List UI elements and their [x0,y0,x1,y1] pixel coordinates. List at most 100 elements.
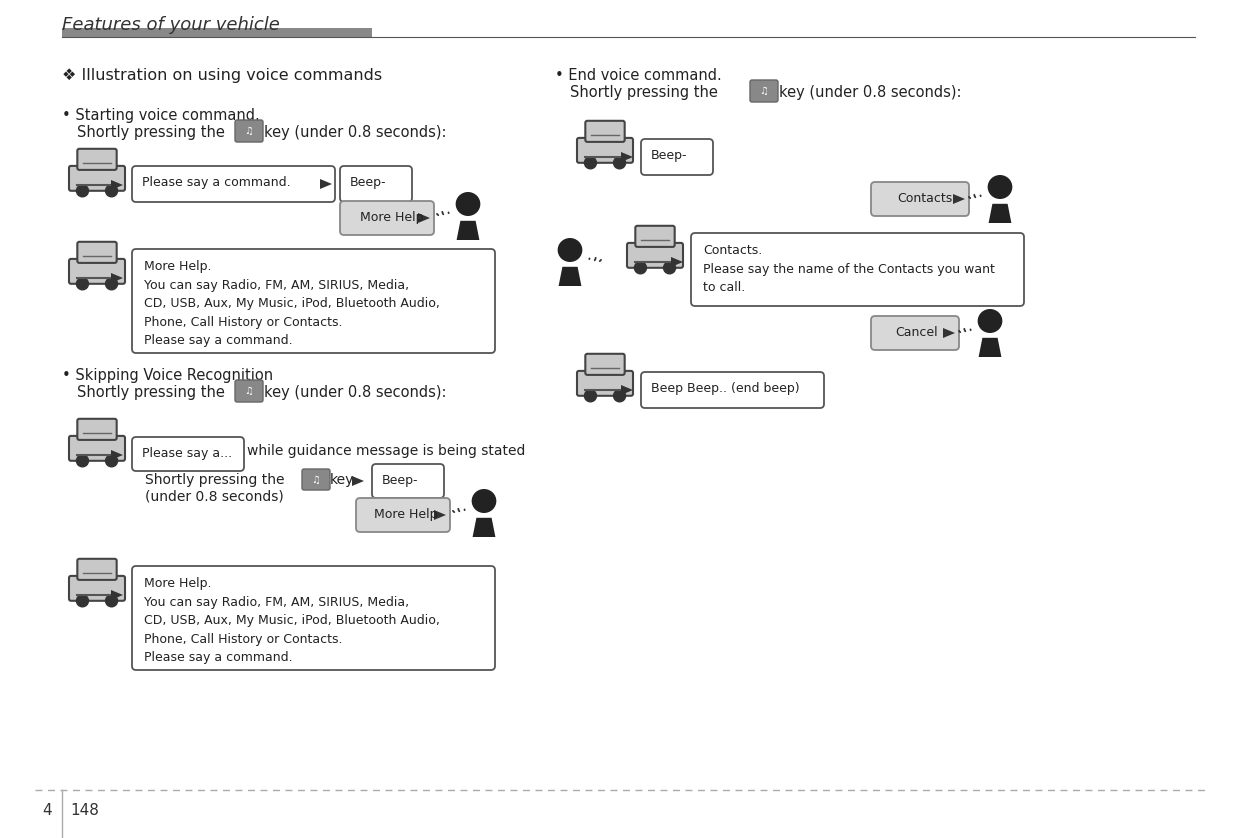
FancyBboxPatch shape [69,166,125,191]
Text: Contacts: Contacts [897,192,952,205]
FancyBboxPatch shape [750,80,777,102]
Text: key (under 0.8 seconds):: key (under 0.8 seconds): [264,125,446,140]
Polygon shape [112,273,123,283]
FancyBboxPatch shape [691,233,1024,306]
Text: More Help.
You can say Radio, FM, AM, SIRIUS, Media,
CD, USB, Aux, My Music, iPo: More Help. You can say Radio, FM, AM, SI… [144,260,440,347]
FancyBboxPatch shape [303,469,330,490]
Circle shape [614,157,625,168]
FancyBboxPatch shape [356,498,450,532]
Polygon shape [352,476,365,486]
Bar [62,28,372,37]
FancyBboxPatch shape [635,225,675,247]
Circle shape [77,455,88,467]
Text: ♫: ♫ [311,474,320,484]
Text: • Starting voice command.: • Starting voice command. [62,108,259,123]
Text: key: key [330,473,355,487]
FancyBboxPatch shape [340,201,434,235]
Polygon shape [621,152,632,162]
Text: ♫: ♫ [244,126,253,136]
Polygon shape [112,450,123,460]
Text: key (under 0.8 seconds):: key (under 0.8 seconds): [779,85,961,100]
FancyBboxPatch shape [236,120,263,142]
FancyBboxPatch shape [627,243,683,268]
FancyBboxPatch shape [77,419,117,440]
Text: key (under 0.8 seconds):: key (under 0.8 seconds): [264,385,446,400]
Polygon shape [558,266,582,286]
Circle shape [105,595,118,607]
Text: Contacts.
Please say the name of the Contacts you want
to call.: Contacts. Please say the name of the Con… [703,244,994,294]
Polygon shape [320,179,332,189]
Text: More Help.
You can say Radio, FM, AM, SIRIUS, Media,
CD, USB, Aux, My Music, iPo: More Help. You can say Radio, FM, AM, SI… [144,577,440,664]
Polygon shape [112,180,123,190]
Text: ❖ Illustration on using voice commands: ❖ Illustration on using voice commands [62,68,382,83]
Ellipse shape [987,175,1012,199]
Text: Shortly pressing the: Shortly pressing the [145,473,289,487]
Circle shape [105,278,118,290]
Text: while guidance message is being stated: while guidance message is being stated [247,444,526,458]
FancyBboxPatch shape [372,464,444,498]
Ellipse shape [455,192,480,216]
FancyBboxPatch shape [131,566,495,670]
Text: Beep-: Beep- [651,149,687,162]
Text: 148: 148 [69,803,99,818]
Text: Beep-: Beep- [382,474,419,487]
Circle shape [77,278,88,290]
FancyBboxPatch shape [577,138,632,163]
Circle shape [584,390,596,401]
Text: Please say a...: Please say a... [143,447,232,460]
Circle shape [663,261,676,274]
FancyBboxPatch shape [131,437,244,471]
Polygon shape [671,257,683,267]
Circle shape [105,455,118,467]
Polygon shape [112,590,123,600]
Text: Shortly pressing the: Shortly pressing the [77,385,229,400]
Text: Cancel: Cancel [895,326,937,339]
FancyBboxPatch shape [77,149,117,170]
FancyBboxPatch shape [585,121,625,142]
Polygon shape [988,204,1012,223]
FancyBboxPatch shape [77,242,117,263]
Polygon shape [472,518,496,537]
Text: ♫: ♫ [244,386,253,396]
FancyBboxPatch shape [77,559,117,580]
FancyBboxPatch shape [340,166,412,202]
Polygon shape [418,213,430,223]
Text: Please say a command.: Please say a command. [143,176,290,189]
Text: More Help: More Help [374,508,438,521]
Text: More Help: More Help [360,211,424,224]
Text: • Skipping Voice Recognition: • Skipping Voice Recognition [62,368,273,383]
Ellipse shape [471,489,496,513]
FancyBboxPatch shape [641,139,713,175]
FancyBboxPatch shape [69,576,125,601]
Circle shape [77,185,88,197]
Text: • End voice command.: • End voice command. [556,68,722,83]
FancyBboxPatch shape [870,316,959,350]
FancyBboxPatch shape [131,166,335,202]
Polygon shape [434,510,446,520]
Circle shape [105,185,118,197]
FancyBboxPatch shape [577,371,632,396]
Text: Beep-: Beep- [350,176,387,189]
Text: Shortly pressing the: Shortly pressing the [570,85,723,100]
Polygon shape [942,328,955,338]
Polygon shape [456,220,480,240]
FancyBboxPatch shape [870,182,968,216]
Text: Features of your vehicle: Features of your vehicle [62,16,280,34]
FancyBboxPatch shape [131,249,495,353]
Circle shape [584,157,596,168]
Text: Shortly pressing the: Shortly pressing the [77,125,229,140]
FancyBboxPatch shape [69,436,125,461]
Circle shape [635,261,646,274]
FancyBboxPatch shape [236,380,263,402]
FancyBboxPatch shape [585,354,625,375]
Text: ♫: ♫ [760,86,769,96]
Circle shape [614,390,625,401]
FancyBboxPatch shape [641,372,825,408]
Polygon shape [621,385,632,395]
Text: Beep Beep.. (end beep): Beep Beep.. (end beep) [651,382,800,395]
Polygon shape [954,194,965,204]
Text: (under 0.8 seconds): (under 0.8 seconds) [145,489,284,503]
Text: 4: 4 [42,803,52,818]
Ellipse shape [977,309,1002,333]
Ellipse shape [558,238,583,262]
